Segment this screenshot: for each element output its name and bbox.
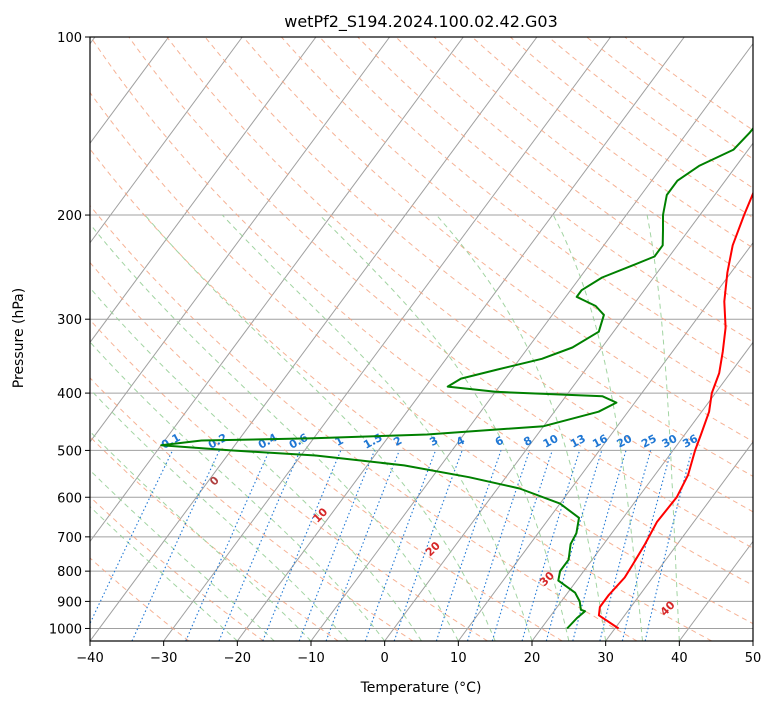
moist-adiabat <box>90 388 349 641</box>
isotherm <box>531 341 753 641</box>
isotherm <box>163 37 612 641</box>
y-tick-label: 200 <box>57 209 82 224</box>
isotherm <box>605 441 753 641</box>
moist-adiabat <box>221 214 533 641</box>
y-tick-label: 400 <box>57 387 82 402</box>
dry-adiabat <box>128 37 753 549</box>
y-tick-label: 100 <box>57 31 82 46</box>
chart-title: wetPf2_S194.2024.100.02.42.G03 <box>284 12 558 32</box>
axis-ticks: −40 −30 −20 −10 0 10 20 30 40 50 100 200 300 400 500 60… <box>49 31 761 666</box>
mixing-ratio-label: 36 <box>680 432 700 451</box>
moist-adiabat <box>552 214 643 641</box>
x-tick-label: 10 <box>450 651 467 666</box>
y-tick-label: 700 <box>57 531 82 546</box>
mixing-ratio-line <box>298 450 376 641</box>
mixing-ratio-line <box>545 450 603 641</box>
temperature-profile <box>597 191 753 630</box>
dry-adiabat <box>90 204 638 641</box>
dry-adiabat <box>166 37 753 513</box>
mixing-ratio-line <box>325 450 400 641</box>
mixing-ratio-label: 30 <box>660 432 680 451</box>
mixing-ratio-label: 13 <box>568 432 588 451</box>
moist-adiabat <box>319 214 570 641</box>
y-tick-label: 800 <box>57 565 82 580</box>
isotherm <box>457 241 753 641</box>
moist-adiabat <box>90 223 459 641</box>
x-tick-label: 40 <box>671 651 688 666</box>
background-lines <box>90 37 753 641</box>
y-tick-label: 500 <box>57 444 82 459</box>
dry-adiabat <box>90 91 753 625</box>
isotherm <box>310 42 753 641</box>
mixing-ratio-line <box>393 450 463 641</box>
dewpoint-profile <box>160 126 753 630</box>
mixing-ratio-label: 10 <box>541 432 561 451</box>
x-tick-label: −10 <box>297 651 324 666</box>
moist-adiabat <box>90 341 386 641</box>
x-tick-label: −20 <box>224 651 251 666</box>
moist-adiabat <box>90 287 422 641</box>
moist-adiabat <box>144 214 496 641</box>
mixing-ratio-label: 25 <box>639 432 659 451</box>
x-tick-label: −40 <box>76 651 103 666</box>
plot-frame <box>89 36 754 642</box>
dry-adiabat <box>281 37 753 409</box>
x-tick-label: 20 <box>524 651 541 666</box>
mixing-ratio-line <box>491 450 553 641</box>
isotherm <box>90 37 243 244</box>
y-tick-label: 1000 <box>49 622 82 637</box>
mixing-ratio-line <box>262 450 342 641</box>
mixing-ratio-line <box>644 450 693 641</box>
dry-adiabat <box>357 37 753 343</box>
y-axis-title: Pressure (hPa) <box>11 288 27 388</box>
dry-adiabat <box>90 148 712 641</box>
mixing-ratio-line <box>621 450 672 641</box>
mixing-ratio-line <box>521 450 581 641</box>
x-tick-label: −30 <box>150 651 177 666</box>
mixing-ratio-line <box>218 450 301 641</box>
isotherm <box>384 142 753 641</box>
isotherm <box>90 37 464 543</box>
mixing-ratio-label: 20 <box>615 432 635 451</box>
y-tick-label: 300 <box>57 313 82 328</box>
dry-adiabat <box>242 37 753 443</box>
moist-adiabat <box>436 214 607 641</box>
profile-series <box>160 126 753 630</box>
isotherm <box>90 37 391 443</box>
x-tick-label: 0 <box>381 651 389 666</box>
dry-adiabat <box>90 377 414 641</box>
mixing-ratio-line <box>364 450 437 641</box>
y-tick-label: 600 <box>57 491 82 506</box>
isotherm <box>236 37 685 641</box>
y-tick-label: 900 <box>57 595 82 610</box>
x-tick-label: 30 <box>597 651 614 666</box>
mixing-ratio-line <box>599 450 652 641</box>
moist-adiabat <box>90 505 238 641</box>
isotherm <box>90 37 317 344</box>
x-tick-label: 50 <box>745 651 762 666</box>
mixing-ratio-label: 16 <box>590 432 610 451</box>
mixing-ratio-line <box>435 450 502 641</box>
isotherm <box>90 37 170 145</box>
mixing-ratio-line <box>185 450 270 641</box>
mixing-ratio-line <box>466 450 531 641</box>
x-axis-title: Temperature (°C) <box>360 680 482 696</box>
moist-adiabat <box>646 214 680 641</box>
dry-adiabat <box>90 557 190 641</box>
dry-adiabat <box>90 37 753 586</box>
